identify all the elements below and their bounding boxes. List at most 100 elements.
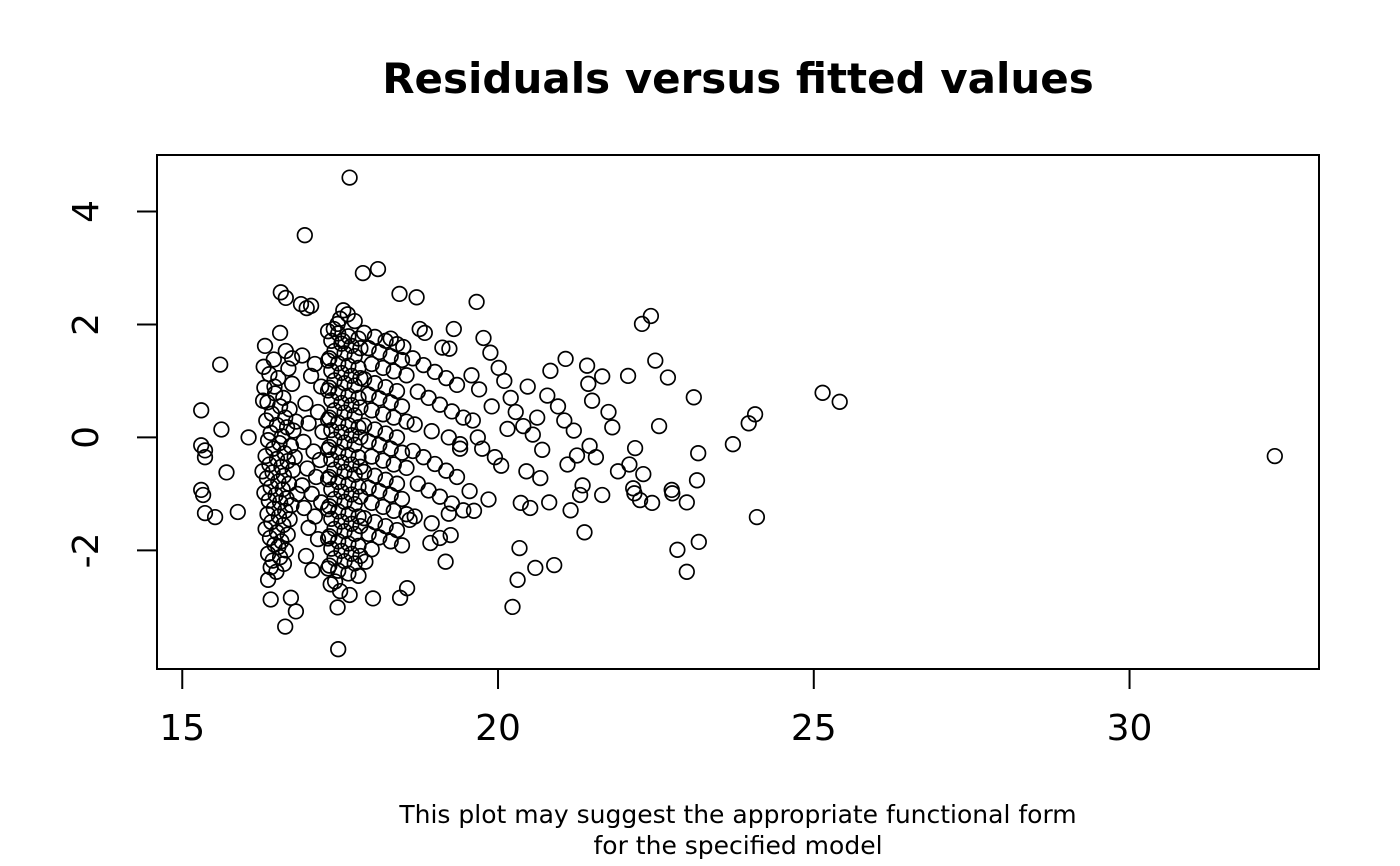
- data-point: [283, 375, 301, 392]
- data-point: [398, 459, 415, 477]
- data-point: [363, 402, 380, 419]
- data-point: [519, 378, 536, 395]
- data-point: [371, 436, 388, 453]
- data-point: [212, 356, 229, 373]
- data-point: [426, 455, 444, 473]
- axes: 15 20 25 30 -2 0 2 4: [66, 154, 1320, 749]
- data-point: [374, 452, 392, 469]
- data-point: [309, 530, 327, 548]
- data-point: [371, 482, 388, 500]
- data-point: [404, 350, 421, 367]
- data-point: [431, 488, 449, 505]
- data-point: [391, 589, 409, 606]
- data-point: [319, 382, 337, 399]
- data-point: [434, 339, 451, 356]
- data-point: [541, 494, 558, 511]
- data-point: [295, 433, 312, 451]
- data-point: [331, 582, 349, 600]
- data-point: [270, 369, 287, 387]
- data-point: [355, 463, 373, 481]
- data-point: [480, 491, 497, 508]
- data-point: [633, 315, 651, 333]
- data-point: [398, 413, 415, 430]
- data-point: [643, 494, 661, 512]
- data-point: [562, 502, 579, 519]
- plot-caption: This plot may suggest the appropriate fu…: [157, 799, 1319, 861]
- data-point: [254, 392, 272, 409]
- data-point: [323, 451, 340, 468]
- data-point: [302, 367, 320, 385]
- data-point: [306, 508, 324, 525]
- data-point: [546, 556, 563, 574]
- data-point: [814, 384, 831, 401]
- data-point: [469, 429, 486, 446]
- data-point: [518, 463, 535, 480]
- data-point: [438, 369, 455, 387]
- data-point: [391, 285, 408, 303]
- data-point: [304, 562, 321, 579]
- data-point: [193, 402, 210, 419]
- data-point: [527, 559, 544, 577]
- data-point: [416, 324, 433, 342]
- data-point: [196, 449, 214, 466]
- data-point: [515, 417, 532, 435]
- data-point: [371, 343, 388, 361]
- data-point: [297, 547, 315, 565]
- data-point: [420, 389, 437, 407]
- data-point: [196, 504, 214, 522]
- data-point: [213, 421, 230, 438]
- data-point: [360, 525, 377, 543]
- x-axis-tick-label: 25: [791, 708, 837, 749]
- data-point: [468, 293, 485, 311]
- data-point: [461, 482, 478, 500]
- data-point: [678, 494, 695, 511]
- x-axis-tick-label: 30: [1107, 708, 1153, 749]
- data-point: [319, 501, 337, 518]
- data-point: [393, 444, 411, 461]
- data-point: [286, 449, 303, 466]
- data-point: [323, 362, 340, 379]
- data-point: [257, 520, 274, 538]
- data-point: [409, 475, 426, 492]
- y-axis-tick-label: -2: [66, 532, 107, 568]
- data-point: [321, 468, 338, 486]
- data-point: [256, 337, 274, 355]
- data-point: [283, 350, 301, 367]
- y-axis-tick-label: 2: [66, 313, 107, 336]
- data-point: [364, 590, 382, 607]
- data-point: [374, 498, 392, 516]
- data-point: [277, 289, 294, 307]
- data-point: [565, 422, 582, 439]
- data-point: [265, 351, 282, 368]
- data-point: [280, 360, 297, 377]
- data-point: [341, 169, 358, 186]
- data-point: [431, 529, 449, 547]
- data-point: [448, 468, 466, 486]
- data-point: [574, 477, 591, 494]
- data-point: [262, 591, 279, 608]
- data-point: [260, 492, 277, 509]
- data-point: [685, 389, 702, 406]
- data-point: [329, 599, 346, 616]
- data-point: [355, 417, 373, 434]
- data-point: [650, 417, 668, 435]
- plot-caption-line1: This plot may suggest the appropriate fu…: [399, 800, 1077, 829]
- data-point: [451, 436, 469, 453]
- data-point: [522, 499, 539, 517]
- data-point: [534, 441, 551, 458]
- data-point: [300, 415, 317, 432]
- data-point: [350, 567, 367, 584]
- data-point: [600, 403, 617, 421]
- data-point: [282, 589, 300, 606]
- data-point: [464, 412, 481, 429]
- data-point: [442, 526, 459, 544]
- data-point: [382, 394, 399, 411]
- data-point: [664, 485, 681, 502]
- data-point: [404, 442, 421, 460]
- data-point: [363, 355, 380, 373]
- data-point: [576, 524, 593, 541]
- data-point: [483, 398, 500, 415]
- data-point: [323, 540, 340, 557]
- data-point: [346, 312, 363, 330]
